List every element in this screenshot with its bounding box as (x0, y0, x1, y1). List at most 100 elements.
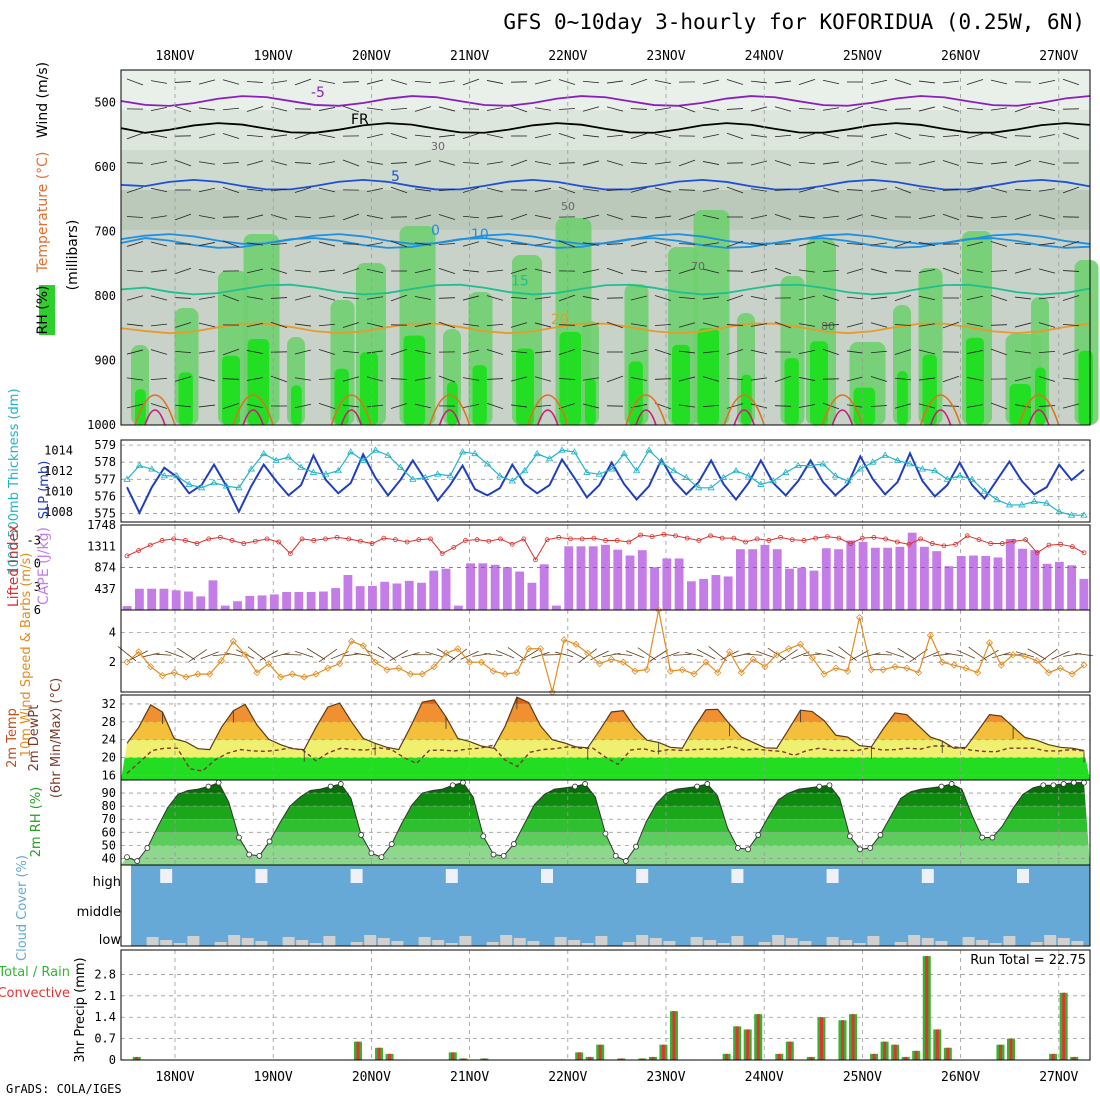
rh-marker (449, 782, 456, 789)
wind-barb (246, 214, 264, 220)
thickness-tick: 575 (94, 506, 116, 520)
lifted-index-marker (463, 538, 468, 543)
low-cloud-bar (350, 942, 363, 946)
wind-speed-marker (253, 669, 261, 677)
wind-barb (534, 268, 552, 274)
wind-speed-marker (655, 606, 663, 614)
lifted-index-marker (241, 541, 247, 546)
lifted-index-marker (358, 538, 363, 544)
rh-marker (622, 858, 629, 864)
wind-speed-marker (430, 663, 438, 671)
wind-barb (755, 650, 775, 658)
wind-barb (702, 79, 720, 85)
lifted-index-marker (206, 536, 212, 542)
wind-barb (702, 214, 720, 220)
precip-convective-bar (1072, 1056, 1076, 1060)
temperature-contour-30 (1028, 409, 1050, 426)
low-cloud-bar (309, 943, 322, 946)
wind-barb (198, 242, 216, 246)
wind-barb (510, 322, 528, 328)
low-cloud-bar (595, 936, 608, 946)
wind-barb (198, 133, 216, 139)
wind-barb (956, 649, 976, 659)
wind-barb (992, 652, 1011, 659)
wind-barb (246, 134, 264, 138)
wind-barb (438, 134, 456, 138)
wind-barb (129, 650, 148, 661)
wind-barb (318, 161, 336, 165)
cape-bar (969, 555, 978, 610)
rh-marker (877, 832, 884, 838)
rh-saturated-core (447, 381, 458, 425)
lifted-index-marker (883, 536, 888, 542)
wind-barb (126, 78, 144, 86)
wind-barb (606, 214, 624, 220)
wind-barb (678, 189, 696, 191)
cape-bar (1018, 548, 1027, 610)
thickness-marker (334, 466, 342, 474)
rh-marker (979, 834, 986, 841)
run-total-annotation: Run Total = 22.75 (970, 953, 1086, 968)
precip-convective-bar (998, 1044, 1002, 1060)
wind-barb (126, 323, 144, 327)
wind-barb (1014, 105, 1032, 113)
date-label-bottom: 27NOV (1039, 1070, 1078, 1085)
wind-speed-marker (785, 645, 793, 653)
wind-barb (774, 405, 792, 407)
wind-barb (1038, 350, 1056, 354)
wind-barb (630, 161, 648, 165)
rh-legend-swatch (39, 285, 55, 335)
precip-convective-bar (935, 1029, 939, 1060)
wind-barb (366, 242, 384, 246)
precip-convective-bar (946, 1047, 950, 1060)
high-cloud-bar (445, 869, 458, 883)
cape-bar (907, 532, 917, 610)
wind-barb (462, 187, 480, 193)
wind-speed-marker (229, 637, 237, 645)
wind-barb (814, 652, 834, 657)
precip-tick: 1.4 (94, 1010, 116, 1024)
chart-title: GFS 0~10day 3-hourly for KOFORIDUA (0.25… (503, 10, 1085, 34)
wind-barb (558, 79, 576, 85)
wind-speed-marker (915, 669, 923, 677)
lifted-index-tick: -3 (27, 533, 41, 547)
thickness-marker (533, 449, 541, 457)
rh-marker (948, 781, 955, 787)
thickness-marker (645, 446, 653, 453)
wind-barb (1062, 78, 1080, 86)
pressure-tick: 700 (94, 224, 116, 238)
precip-convective-bar (756, 1014, 760, 1060)
wind-barb (870, 405, 888, 407)
wind-speed-marker (560, 636, 568, 644)
low-cloud-bar (214, 942, 227, 946)
wind-barb (822, 348, 840, 356)
wind-speed-marker (383, 666, 391, 674)
wind-barb (630, 108, 648, 110)
lifted-index-marker (276, 539, 282, 545)
rh-saturated-core (585, 378, 596, 425)
low-cloud-bar (146, 937, 159, 946)
wind-barb (438, 80, 456, 84)
wind-barb (438, 214, 456, 220)
thickness-marker (707, 484, 715, 491)
rh-saturated-core (897, 371, 908, 425)
contour-label: 5 (391, 169, 400, 185)
wind-speed-marker (536, 645, 545, 653)
temperature-contour-30 (242, 409, 264, 426)
wind-barb (283, 653, 302, 656)
lifted-index-marker (579, 536, 585, 542)
wind-barb (414, 323, 432, 327)
wind-barb (870, 214, 888, 220)
wind-barb (510, 376, 528, 382)
lifted-index-marker (544, 537, 550, 543)
wind-speed-marker (926, 631, 934, 639)
cape-bar (772, 549, 782, 610)
wind-barb (270, 188, 288, 192)
wind-barb (486, 107, 504, 111)
cloud-level-label: low (99, 933, 122, 948)
wind-barb (732, 652, 751, 658)
wind-barb (966, 161, 984, 165)
wind-barb (222, 378, 240, 380)
wind-barb (270, 375, 288, 383)
wind-barb (174, 376, 192, 382)
